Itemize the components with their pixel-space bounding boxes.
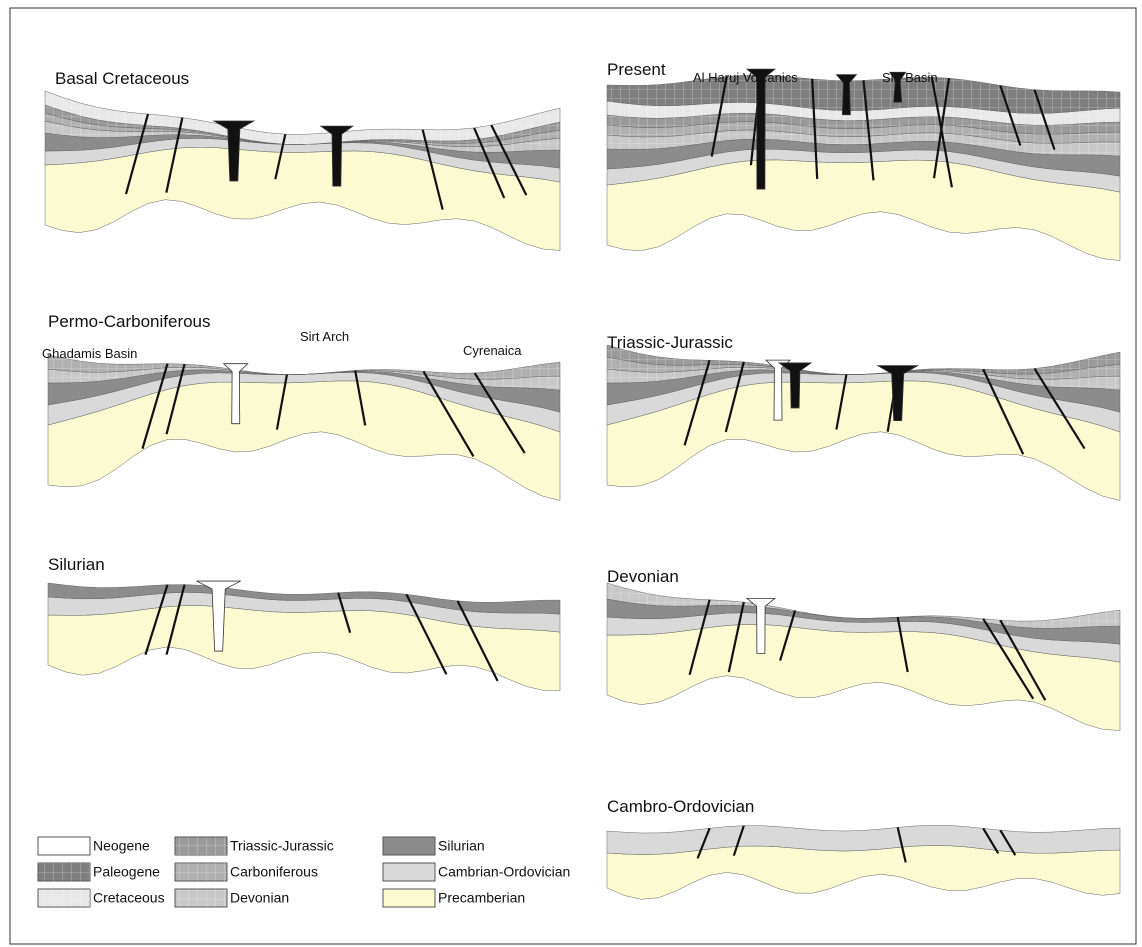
sections (45, 69, 1120, 899)
strata (607, 825, 1120, 854)
panel-label: Cyrenaica (463, 343, 522, 358)
strata (607, 845, 1120, 899)
panel-title: Present (607, 60, 666, 79)
panel-label: Al Haruj Volcanics (693, 70, 798, 85)
panel-title: Triassic-Jurassic (607, 333, 733, 352)
legend-label: Silurian (438, 838, 485, 854)
panel-label: Sirt Basin (882, 70, 938, 85)
legend-label: Cretaceous (93, 890, 165, 906)
panel-title: Cambro-Ordovician (607, 797, 754, 816)
panel-title: Basal Cretaceous (55, 69, 189, 88)
panel-title: Silurian (48, 555, 105, 574)
legend-label: Devonian (230, 890, 289, 906)
panel-label: Sirt Arch (300, 329, 349, 344)
panel-title: Permo-Carboniferous (48, 312, 211, 331)
legend-label: Paleogene (93, 864, 160, 880)
legend-label: Triassic-Jurassic (230, 838, 334, 854)
figure: Basal Cretaceous Present Al Haruj Volcan… (0, 0, 1142, 947)
legend-label: Carboniferous (230, 864, 318, 880)
panel-label: Ghadamis Basin (42, 346, 137, 361)
panel-title: Devonian (607, 567, 679, 586)
legend-label: Cambrian-Ordovician (438, 864, 570, 880)
legend: Neogene Paleogene Cretaceous Triassic-Ju… (38, 837, 570, 907)
legend-label: Neogene (93, 838, 150, 854)
legend-label: Precamberian (438, 890, 525, 906)
